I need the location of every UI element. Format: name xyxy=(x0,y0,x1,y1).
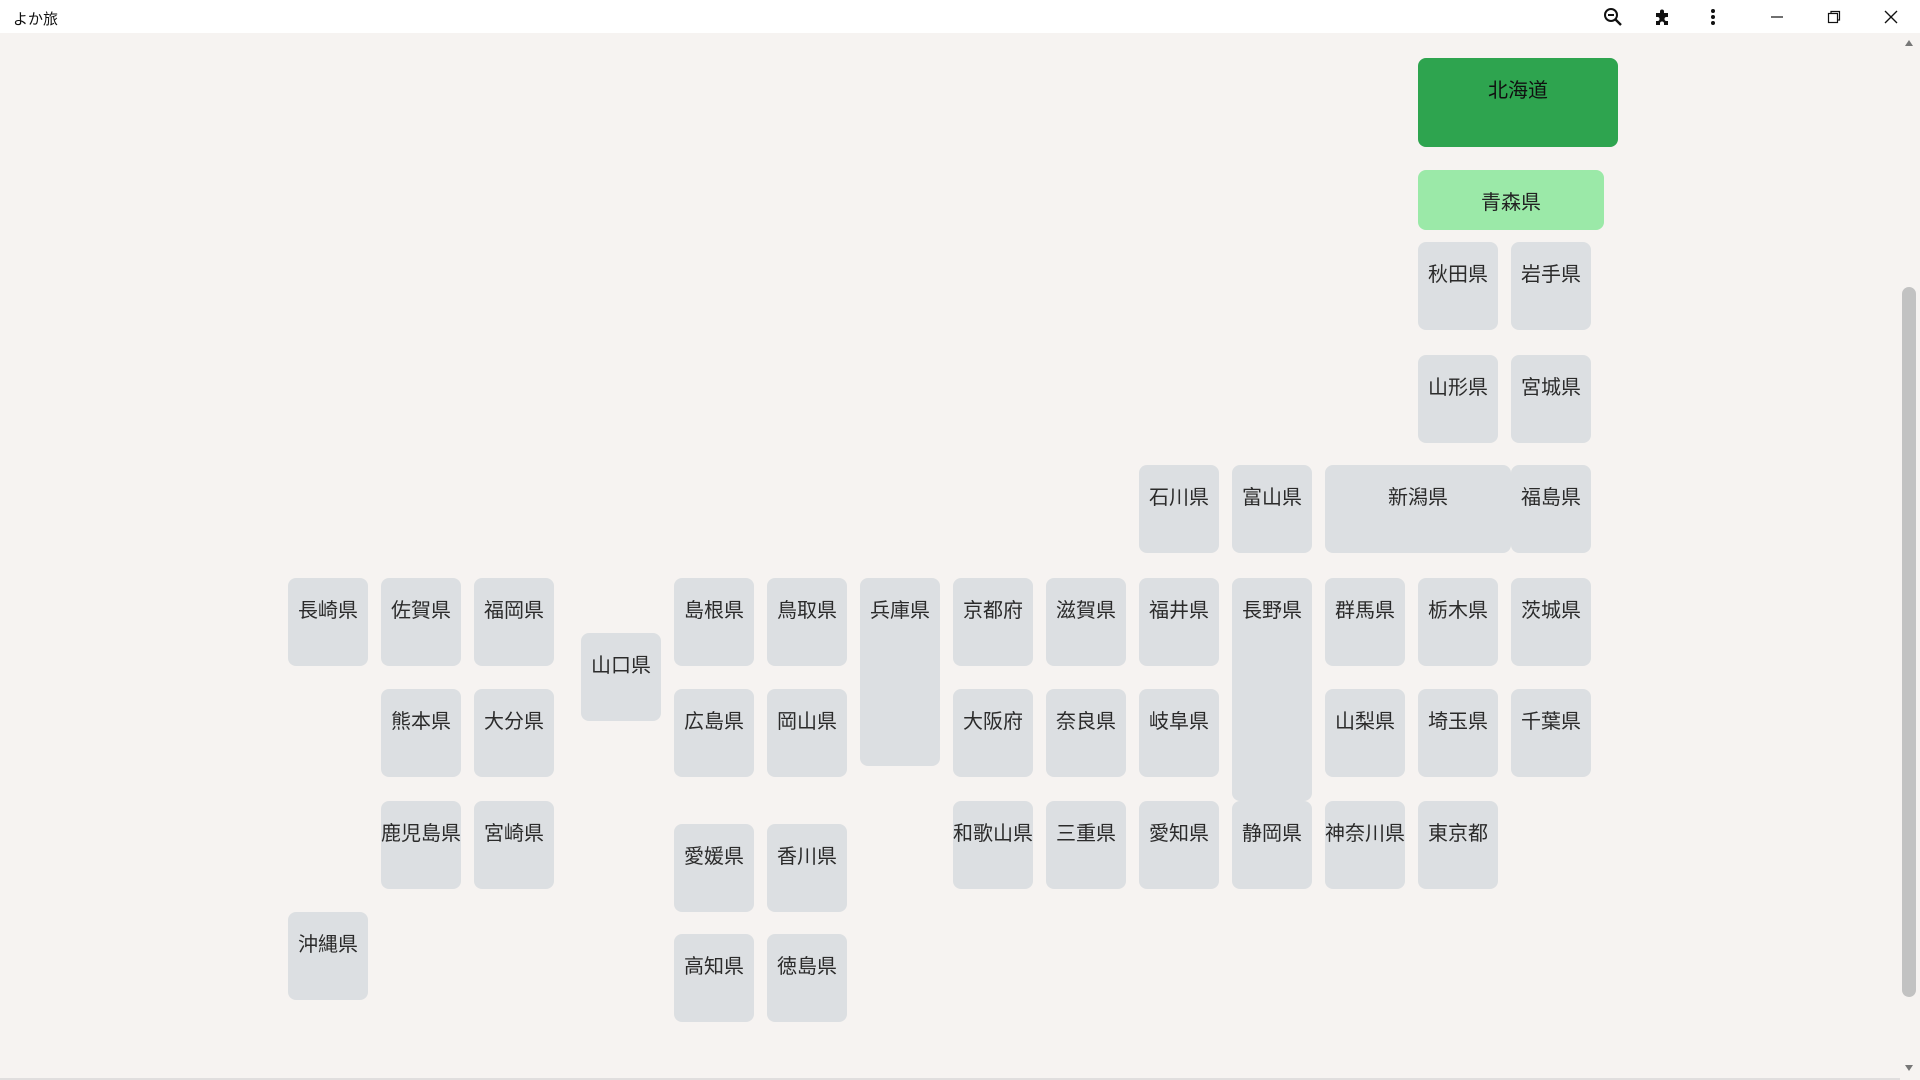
prefecture-niigata[interactable]: 新潟県 xyxy=(1325,465,1511,553)
prefecture-tokyo[interactable]: 東京都 xyxy=(1418,801,1498,889)
prefecture-nagasaki[interactable]: 長崎県 xyxy=(288,578,368,666)
prefecture-mie[interactable]: 三重県 xyxy=(1046,801,1126,889)
prefecture-ishikawa[interactable]: 石川県 xyxy=(1139,465,1219,553)
chevron-down-icon xyxy=(1905,1065,1913,1071)
prefecture-hokkaido[interactable]: 北海道 xyxy=(1418,58,1618,147)
prefecture-wakayama[interactable]: 和歌山県 xyxy=(953,801,1033,889)
prefecture-okayama[interactable]: 岡山県 xyxy=(767,689,847,777)
prefecture-tokushima[interactable]: 徳島県 xyxy=(767,934,847,1022)
prefecture-okinawa[interactable]: 沖縄県 xyxy=(288,912,368,1000)
prefecture-ehime[interactable]: 愛媛県 xyxy=(674,824,754,912)
restore-button[interactable] xyxy=(1811,0,1857,33)
zoom-out-icon xyxy=(1604,7,1622,26)
prefecture-yamagata[interactable]: 山形県 xyxy=(1418,355,1498,443)
app-title: よか旅 xyxy=(13,10,59,28)
prefecture-saga[interactable]: 佐賀県 xyxy=(381,578,461,666)
prefecture-tochigi[interactable]: 栃木県 xyxy=(1418,578,1498,666)
scrollbar-thumb[interactable] xyxy=(1902,287,1916,997)
prefecture-hyogo[interactable]: 兵庫県 xyxy=(860,578,940,766)
restore-icon xyxy=(1827,10,1841,23)
prefecture-tottori[interactable]: 鳥取県 xyxy=(767,578,847,666)
prefecture-akita[interactable]: 秋田県 xyxy=(1418,242,1498,330)
minimize-button[interactable] xyxy=(1754,0,1800,33)
prefecture-miyagi[interactable]: 宮城県 xyxy=(1511,355,1591,443)
zoom-out-button[interactable] xyxy=(1590,0,1636,33)
prefecture-fukuoka[interactable]: 福岡県 xyxy=(474,578,554,666)
prefecture-gunma[interactable]: 群馬県 xyxy=(1325,578,1405,666)
prefecture-osaka[interactable]: 大阪府 xyxy=(953,689,1033,777)
prefecture-aomori[interactable]: 青森県 xyxy=(1418,170,1604,230)
prefecture-fukui[interactable]: 福井県 xyxy=(1139,578,1219,666)
close-button[interactable] xyxy=(1868,0,1914,33)
prefecture-kagawa[interactable]: 香川県 xyxy=(767,824,847,912)
minimize-icon xyxy=(1771,15,1783,18)
prefecture-iwate[interactable]: 岩手県 xyxy=(1511,242,1591,330)
more-menu-button[interactable] xyxy=(1690,0,1736,33)
scroll-up-arrow[interactable] xyxy=(1903,37,1915,49)
prefecture-yamanashi[interactable]: 山梨県 xyxy=(1325,689,1405,777)
scroll-down-arrow[interactable] xyxy=(1903,1062,1915,1074)
prefecture-fukushima[interactable]: 福島県 xyxy=(1511,465,1591,553)
prefecture-aichi[interactable]: 愛知県 xyxy=(1139,801,1219,889)
prefecture-gifu[interactable]: 岐阜県 xyxy=(1139,689,1219,777)
prefecture-shimane[interactable]: 島根県 xyxy=(674,578,754,666)
prefecture-kumamoto[interactable]: 熊本県 xyxy=(381,689,461,777)
close-icon xyxy=(1884,10,1898,23)
prefecture-shizuoka[interactable]: 静岡県 xyxy=(1232,801,1312,889)
prefecture-ibaraki[interactable]: 茨城県 xyxy=(1511,578,1591,666)
prefecture-kanagawa[interactable]: 神奈川県 xyxy=(1325,801,1405,889)
more-vert-icon xyxy=(1711,8,1715,25)
prefecture-miyazaki[interactable]: 宮崎県 xyxy=(474,801,554,889)
prefecture-kagoshima[interactable]: 鹿児島県 xyxy=(381,801,461,889)
chevron-up-icon xyxy=(1905,40,1913,46)
prefecture-shiga[interactable]: 滋賀県 xyxy=(1046,578,1126,666)
prefecture-yamaguchi[interactable]: 山口県 xyxy=(581,633,661,721)
japan-prefecture-map: 北海道 青森県 秋田県 岩手県 山形県 宮城県 石川県 富山県 新潟県 福島県 … xyxy=(0,33,1900,1078)
extensions-button[interactable] xyxy=(1640,0,1686,33)
prefecture-kochi[interactable]: 高知県 xyxy=(674,934,754,1022)
title-bar: よか旅 xyxy=(0,0,1920,33)
prefecture-nara[interactable]: 奈良県 xyxy=(1046,689,1126,777)
extensions-icon xyxy=(1656,9,1668,25)
bottom-divider xyxy=(0,1078,1900,1080)
prefecture-oita[interactable]: 大分県 xyxy=(474,689,554,777)
prefecture-hiroshima[interactable]: 広島県 xyxy=(674,689,754,777)
prefecture-saitama[interactable]: 埼玉県 xyxy=(1418,689,1498,777)
prefecture-kyoto[interactable]: 京都府 xyxy=(953,578,1033,666)
prefecture-nagano[interactable]: 長野県 xyxy=(1232,578,1312,801)
prefecture-toyama[interactable]: 富山県 xyxy=(1232,465,1312,553)
prefecture-chiba[interactable]: 千葉県 xyxy=(1511,689,1591,777)
